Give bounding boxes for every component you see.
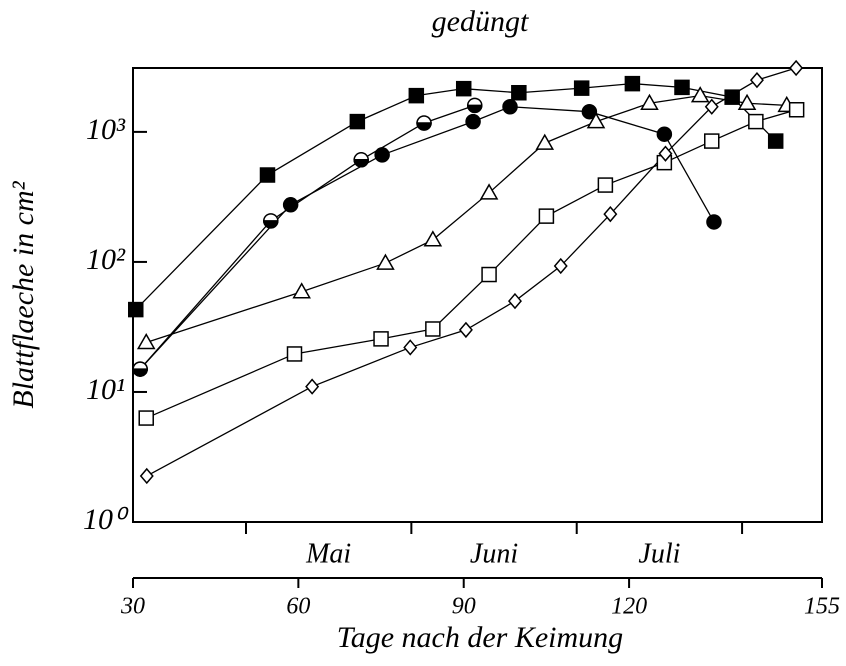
triangle-marker — [737, 93, 757, 111]
y-tick-label: 10² — [86, 243, 126, 276]
diamond-marker — [139, 467, 154, 485]
square-marker — [128, 301, 144, 318]
square-marker — [788, 102, 805, 118]
y-tick-label: 10⁰ — [83, 503, 129, 536]
diamond-marker — [749, 71, 764, 89]
plot-frame — [132, 67, 823, 523]
square-marker — [538, 208, 555, 224]
x-tick-label: 120 — [611, 594, 647, 620]
diamond-marker — [704, 98, 719, 115]
triangle-marker — [640, 93, 659, 111]
square-marker — [138, 410, 154, 426]
diamond-marker — [553, 257, 568, 275]
circle-marker — [502, 99, 518, 115]
triangle-marker — [136, 333, 156, 350]
circle-marker — [581, 103, 598, 120]
diamond-marker — [789, 59, 804, 77]
triangle-marker — [690, 86, 710, 103]
triangle-marker — [292, 282, 311, 299]
square-marker — [408, 87, 425, 104]
month-label: Mai — [305, 538, 351, 569]
half-circle-fill — [466, 104, 483, 114]
square-marker — [767, 133, 784, 149]
circle-marker — [656, 126, 673, 142]
x-tick-label: 155 — [804, 594, 840, 620]
square-marker — [349, 113, 366, 130]
triangle-marker — [586, 112, 606, 129]
half-circle-fill — [132, 368, 148, 377]
triangle-marker — [479, 183, 499, 200]
y-tick-label: 10¹ — [86, 373, 125, 406]
half-circle-fill — [416, 122, 432, 131]
square-marker — [573, 80, 590, 96]
square-marker — [511, 84, 527, 101]
diamond-marker — [603, 206, 618, 223]
half-circle-fill — [263, 220, 279, 229]
diamond-marker — [658, 145, 673, 162]
series-line — [146, 67, 797, 477]
circle-marker — [282, 197, 299, 213]
circle-marker — [374, 147, 390, 163]
square-marker — [455, 80, 472, 97]
half-circle-fill — [353, 159, 369, 168]
diamond-marker — [458, 321, 473, 339]
month-label: Juli — [638, 538, 680, 569]
square-marker — [259, 167, 276, 183]
x-axis-label: Tage nach der Keimung — [337, 621, 623, 654]
series-line — [146, 94, 787, 344]
half-circle-marker — [353, 152, 369, 168]
diamond-marker — [507, 292, 522, 310]
month-label: Juni — [470, 538, 518, 569]
half-circle-marker — [466, 97, 483, 114]
triangle-marker — [535, 133, 555, 150]
circle-marker — [465, 113, 481, 130]
triangle-marker — [376, 253, 395, 270]
chart-title: gedüngt — [432, 5, 529, 38]
diamond-marker — [305, 378, 320, 395]
square-marker — [425, 321, 441, 337]
square-marker — [286, 346, 303, 362]
square-marker — [481, 266, 497, 283]
square-marker — [597, 177, 614, 193]
x-tick-label: 60 — [286, 594, 310, 620]
square-marker — [373, 331, 389, 347]
y-tick-label: 10³ — [86, 113, 126, 146]
square-marker — [624, 75, 641, 92]
half-circle-marker — [132, 361, 148, 377]
half-circle-marker — [263, 213, 279, 229]
series-line — [145, 109, 797, 419]
half-circle-marker — [416, 115, 432, 131]
square-marker — [724, 89, 740, 105]
triangle-marker — [423, 230, 443, 247]
series-line — [135, 82, 777, 311]
diamond-marker — [403, 339, 418, 356]
circle-marker — [706, 214, 722, 230]
square-marker — [704, 133, 720, 149]
series-line — [139, 104, 475, 370]
x-tick-label: 90 — [452, 594, 476, 620]
x-tick-label: 30 — [120, 594, 145, 620]
square-marker — [674, 79, 690, 96]
y-axis-label: Blattflaeche in cm² — [7, 180, 40, 408]
square-marker — [748, 113, 764, 130]
